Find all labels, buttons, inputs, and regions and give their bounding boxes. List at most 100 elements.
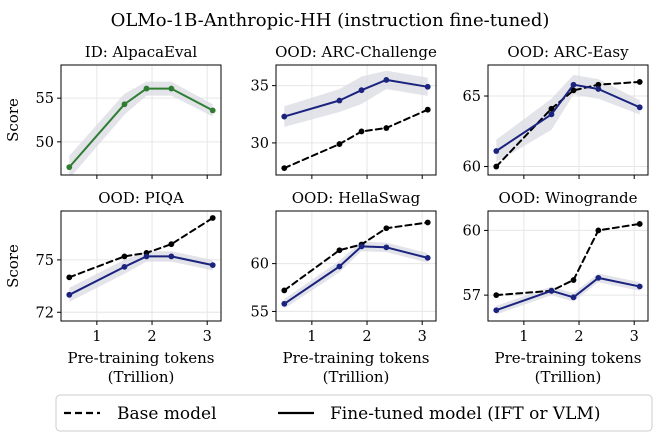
finetuned-model-point bbox=[570, 81, 577, 88]
x-tick-label: 2 bbox=[574, 329, 583, 345]
base-model-point bbox=[424, 106, 431, 113]
subplot-title: OOD: PIQA bbox=[98, 189, 184, 207]
base-model-point bbox=[168, 241, 175, 248]
base-model-point bbox=[595, 81, 602, 88]
finetuned-model-point bbox=[168, 85, 175, 92]
axes-frame bbox=[487, 64, 649, 176]
base-model-point bbox=[281, 287, 288, 294]
base-model-point bbox=[595, 227, 602, 234]
y-tick-label: 60 bbox=[463, 160, 481, 176]
subplot-title: OOD: ARC-Challenge bbox=[275, 43, 437, 61]
base-model-point bbox=[209, 215, 216, 221]
plot-area bbox=[493, 74, 643, 170]
confidence-band bbox=[496, 74, 640, 163]
confidence-band bbox=[284, 70, 428, 127]
base-model-point bbox=[424, 219, 431, 226]
finetuned-model-point bbox=[336, 97, 343, 104]
finetuned-model-point bbox=[636, 104, 643, 111]
y-tick-label: 65 bbox=[463, 89, 481, 105]
y-axis-label: Score bbox=[4, 98, 22, 142]
finetuned-model-point bbox=[336, 263, 343, 270]
plot-area bbox=[281, 70, 431, 172]
x-axis-label: (Trillion) bbox=[108, 368, 175, 386]
x-axis-label: (Trillion) bbox=[323, 368, 390, 386]
base-model-point bbox=[636, 79, 643, 85]
subplot-2: OOD: ARC-Challenge 30 35 bbox=[251, 43, 437, 179]
finetuned-model-point bbox=[493, 307, 500, 314]
x-tick-label: 2 bbox=[147, 329, 156, 345]
y-tick-label: 57 bbox=[463, 288, 481, 304]
plot-area bbox=[66, 81, 216, 175]
finetuned-model-point bbox=[383, 244, 390, 251]
base-model-point bbox=[383, 125, 390, 131]
subplot-title: OOD: Winogrande bbox=[499, 189, 638, 207]
finetuned-model-point bbox=[636, 283, 643, 290]
y-tick-label: 55 bbox=[251, 304, 269, 320]
y-tick-label: 72 bbox=[36, 305, 54, 321]
finetuned-model-point bbox=[209, 107, 216, 114]
x-tick-label: 2 bbox=[362, 329, 371, 345]
finetuned-model-point bbox=[548, 111, 555, 118]
subplot-title: OOD: ARC-Easy bbox=[507, 43, 629, 61]
subplot-1: ID: AlpacaEval 50 55 Score bbox=[4, 43, 222, 179]
base-model-point bbox=[66, 274, 73, 281]
base-model-point bbox=[336, 247, 343, 254]
finetuned-model-point bbox=[595, 274, 602, 281]
base-model-point bbox=[570, 87, 577, 94]
base-model-point bbox=[121, 253, 128, 260]
x-tick-label: 1 bbox=[307, 329, 316, 345]
x-tick-label: 1 bbox=[519, 329, 528, 345]
y-tick-label: 30 bbox=[251, 136, 269, 152]
axes-frame bbox=[60, 64, 222, 176]
y-tick-label: 50 bbox=[36, 135, 54, 151]
finetuned-model-point bbox=[66, 164, 73, 171]
x-tick-label: 3 bbox=[630, 329, 639, 345]
y-tick-label: 55 bbox=[36, 91, 54, 107]
base-model-line bbox=[68, 217, 214, 279]
x-tick-label: 3 bbox=[203, 329, 212, 345]
base-model-point bbox=[358, 128, 365, 135]
finetuned-model-point bbox=[281, 113, 288, 120]
subplot-grid: ID: AlpacaEval 50 55 Score OOD: ARC-Challeng… bbox=[4, 43, 649, 386]
base-model-point bbox=[548, 105, 555, 112]
axes-frame bbox=[60, 210, 222, 322]
finetuned-model-point bbox=[168, 253, 175, 260]
legend-frame bbox=[55, 394, 653, 432]
base-model-point bbox=[570, 277, 577, 283]
subplot-title: ID: AlpacaEval bbox=[85, 43, 198, 61]
legend-finetuned-label: Fine-tuned model (IFT or VLM) bbox=[330, 404, 600, 424]
confidence-band bbox=[69, 251, 213, 302]
y-axis-label: Score bbox=[4, 244, 22, 288]
finetuned-model-point bbox=[358, 243, 365, 250]
finetuned-model-point bbox=[121, 263, 128, 270]
y-tick-label: 35 bbox=[251, 79, 269, 95]
x-axis-label: Pre-training tokens bbox=[67, 349, 214, 367]
finetuned-model-point bbox=[281, 300, 288, 307]
finetuned-model-point bbox=[143, 253, 150, 260]
x-axis-label: (Trillion) bbox=[535, 368, 602, 386]
plot-area bbox=[66, 215, 216, 302]
legend: Base model Fine-tuned model (IFT or VLM) bbox=[55, 394, 653, 432]
plot-area bbox=[493, 221, 643, 315]
finetuned-model-point bbox=[548, 287, 555, 294]
figure-title: OLMo-1B-Anthropic-HH (instruction fine-t… bbox=[111, 10, 550, 31]
x-tick-label: 3 bbox=[418, 329, 427, 345]
finetuned-model-point bbox=[424, 254, 431, 261]
finetuned-model-point bbox=[358, 87, 365, 94]
base-model-point bbox=[493, 292, 500, 299]
axes-frame bbox=[275, 64, 437, 176]
finetuned-model-point bbox=[595, 86, 602, 92]
subplot-4: OOD: PIQA 72 75 1 2 3 Score Pre-training tokens… bbox=[4, 189, 222, 386]
legend-base-label: Base model bbox=[117, 404, 217, 424]
base-model-point bbox=[636, 221, 643, 227]
finetuned-model-point bbox=[143, 85, 150, 92]
confidence-band bbox=[284, 241, 428, 309]
axes-frame bbox=[487, 210, 649, 322]
base-model-point bbox=[281, 165, 288, 172]
base-model-point bbox=[493, 163, 500, 170]
subplot-5: OOD: HellaSwag 55 60 1 2 3 Pre-training tokens… bbox=[251, 189, 437, 386]
y-tick-label: 75 bbox=[36, 253, 54, 269]
finetuned-model-point bbox=[383, 76, 390, 83]
finetuned-model-point bbox=[424, 83, 431, 90]
